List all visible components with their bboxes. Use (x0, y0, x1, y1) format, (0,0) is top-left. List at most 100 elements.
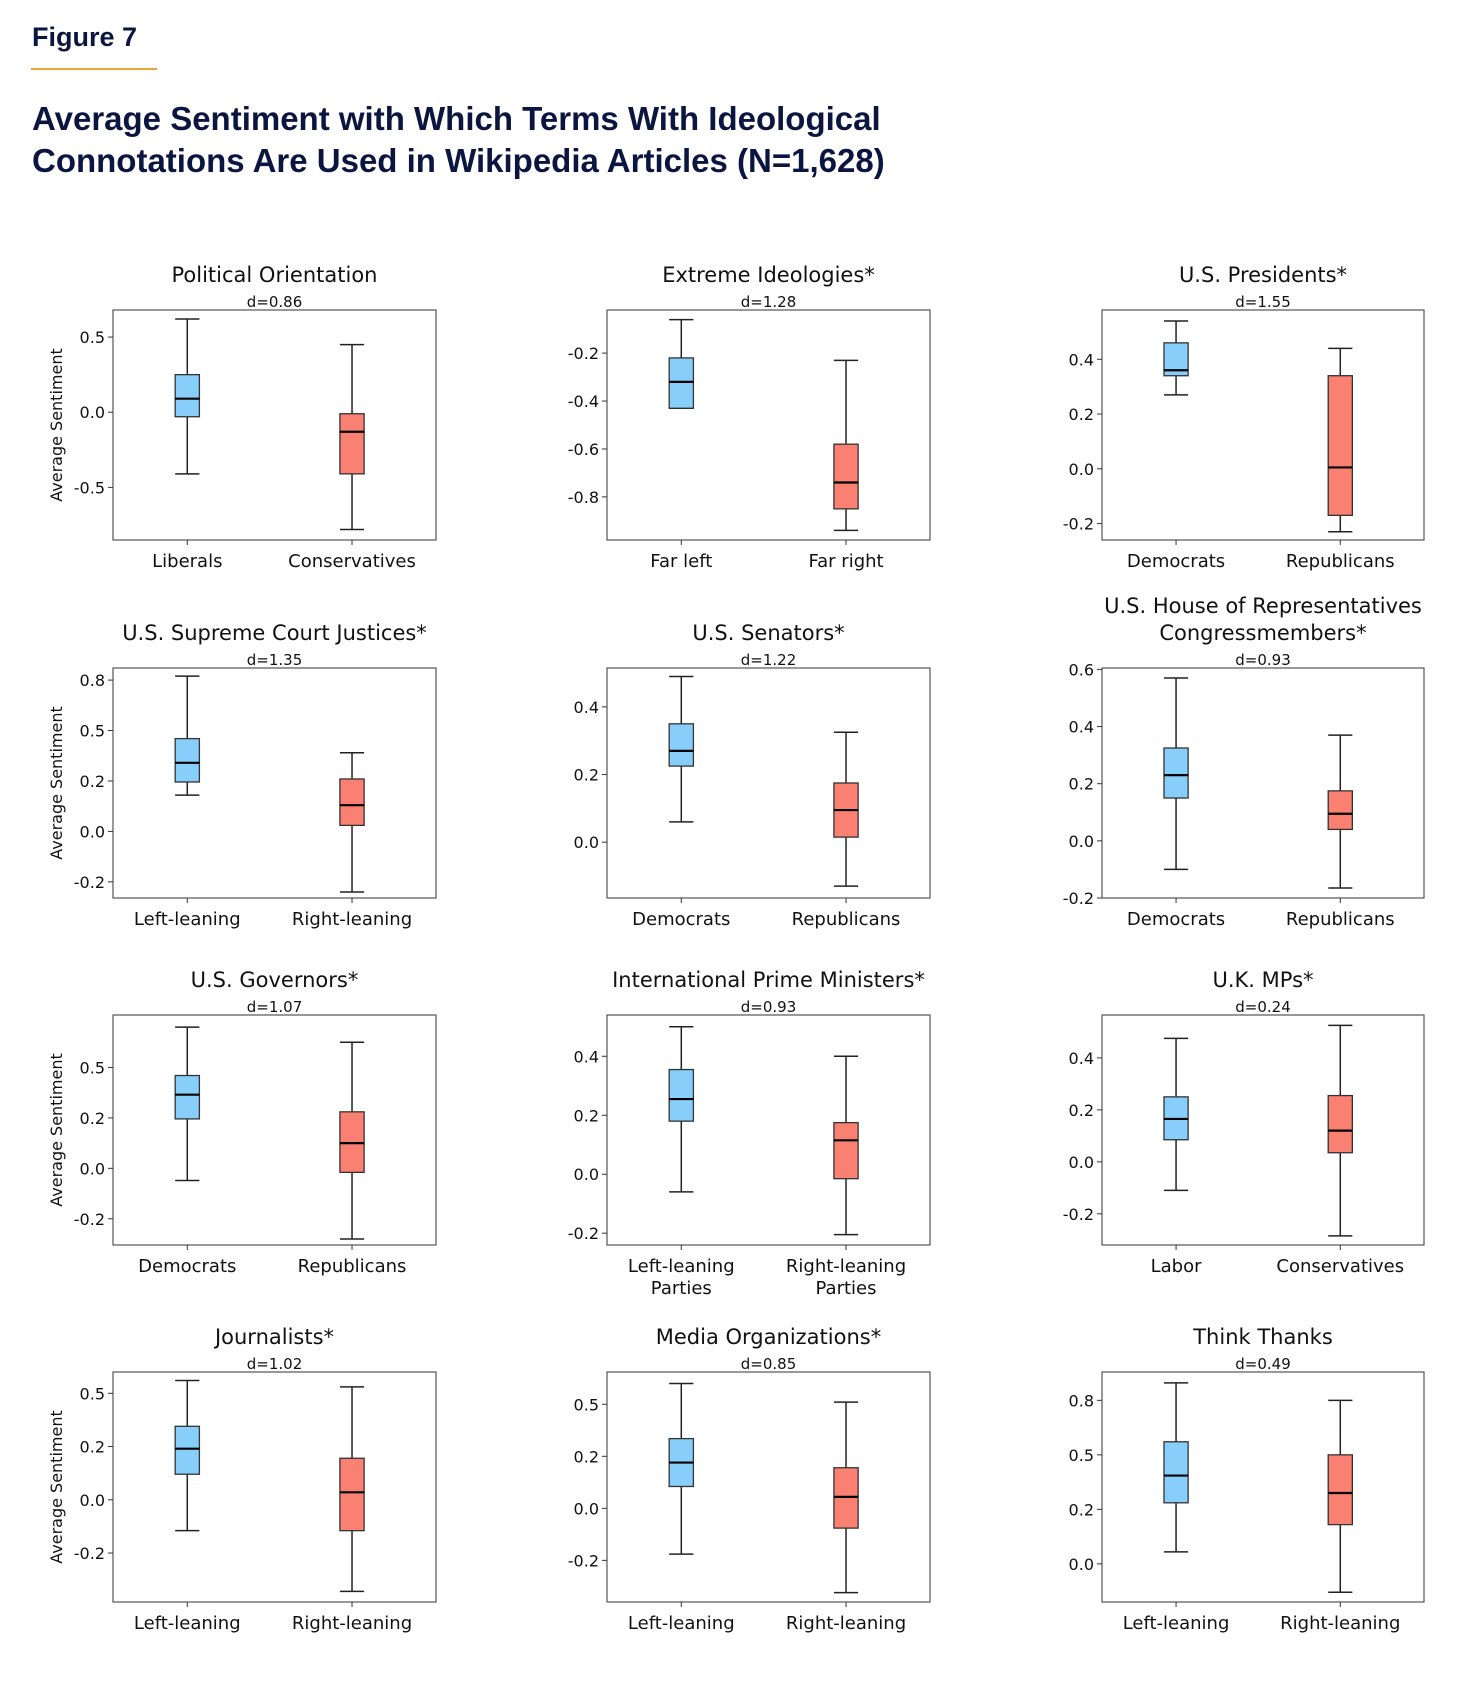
boxplot-panel: U.K. MPs* d=0.24 0.4 0.2 0.0 -0.2 Labor Conserv… (1063, 968, 1425, 1277)
y-tick-label: 0.2 (80, 772, 105, 791)
iqr-box (174, 737, 201, 783)
figure-title-line-1: Average Sentiment with Which Terms With … (32, 100, 881, 137)
iqr-box (1163, 747, 1189, 799)
x-tick-label: Right-leaning (1280, 1613, 1400, 1634)
y-tick-label: 0.5 (80, 1384, 105, 1403)
box-left-group (668, 675, 695, 823)
x-tick-label: Far left (650, 551, 712, 572)
x-tick-label: Left-leaning (134, 1613, 241, 1634)
boxplot-panel: U.S. Supreme Court Justices* d=1.35 0.8 0.5… (47, 621, 437, 930)
iqr-box (339, 413, 365, 475)
y-tick-label: -0.2 (568, 344, 599, 363)
box-left-group (174, 318, 201, 475)
panel-title: Think Thanks (1192, 1325, 1333, 1349)
x-tick-label: Conservatives (1276, 1256, 1404, 1277)
axes-frame (606, 309, 931, 541)
x-tick-label: Left-leaning (628, 1613, 735, 1634)
panel-title: U.S. Governors* (191, 968, 359, 992)
x-tick-label: Right-leaning (786, 1613, 906, 1634)
effect-size-label: d=1.55 (1235, 293, 1291, 311)
effect-size-label: d=0.86 (247, 293, 303, 311)
y-tick-label: 0.0 (1069, 460, 1094, 479)
axes-frame (606, 1371, 931, 1603)
box-left-group (668, 1026, 695, 1193)
y-tick-label: 0.5 (80, 328, 105, 347)
y-tick-label: 0.5 (1069, 1446, 1094, 1465)
box-left-group (174, 675, 201, 796)
x-tick-label: Right-leaning (292, 1613, 412, 1634)
boxplot-panel: Journalists* d=1.02 0.5 0.2 0.0 -0.2 Average S… (47, 1325, 437, 1634)
panel-title: Extreme Ideologies* (662, 263, 875, 287)
iqr-box (1327, 375, 1354, 517)
axes-frame (1101, 667, 1425, 899)
x-tick-label: Left-leaning (134, 909, 241, 930)
y-tick-label: 0.4 (574, 698, 599, 717)
boxplot-panel: U.S. Presidents* d=1.55 0.4 0.2 0.0 -0.2 Democ… (1063, 263, 1425, 572)
x-tick-label: Republicans (792, 909, 901, 930)
box-left-group (1163, 1037, 1189, 1192)
y-tick-label: 0.0 (80, 822, 105, 841)
y-tick-label: 0.2 (574, 766, 599, 785)
box-left-group (668, 318, 695, 409)
figure-label: Figure 7 (32, 22, 138, 52)
x-tick-label: Democrats (138, 1256, 236, 1277)
x-tick-label: Republicans (1286, 909, 1395, 930)
y-tick-label: -0.2 (1063, 515, 1094, 534)
x-tick-label: Parties (651, 1278, 712, 1299)
axes-frame (112, 309, 437, 541)
x-tick-label: Parties (816, 1278, 877, 1299)
iqr-box (174, 1074, 201, 1120)
boxplot-panel: Media Organizations* d=0.85 0.5 0.2 0.0 -0.2 L… (568, 1325, 931, 1634)
y-tick-label: 0.5 (80, 1058, 105, 1077)
iqr-box (1327, 1454, 1354, 1526)
panel-title: U.S. House of Representatives (1104, 594, 1422, 618)
x-tick-label: Far right (808, 551, 883, 572)
y-tick-label: -0.2 (74, 1544, 105, 1563)
box-left-group (1163, 677, 1189, 871)
y-tick-label: 0.0 (80, 403, 105, 422)
x-tick-label: Democrats (1127, 551, 1225, 572)
effect-size-label: d=1.07 (247, 998, 303, 1016)
axes-frame (606, 1014, 931, 1246)
y-tick-label: 0.0 (1069, 832, 1094, 851)
boxplot-panel: U.S. House of Representatives Congressmem… (1063, 594, 1425, 930)
y-tick-label: 0.5 (574, 1395, 599, 1414)
y-tick-label: 0.5 (80, 722, 105, 741)
x-tick-label: Republicans (298, 1256, 407, 1277)
y-tick-label: 0.2 (574, 1106, 599, 1125)
box-left-group (1163, 320, 1189, 396)
figure-title: Average Sentiment with Which Terms With … (32, 98, 1032, 182)
y-tick-label: -0.2 (568, 1224, 599, 1243)
boxplot-panel: U.S. Senators* d=1.22 0.4 0.2 0.0 Democrats Re… (574, 621, 931, 930)
x-tick-label: Right-leaning (292, 909, 412, 930)
boxplot-panel: U.S. Governors* d=1.07 0.5 0.2 0.0 -0.2 Averag… (47, 968, 437, 1277)
panel-title: Congressmembers* (1159, 621, 1366, 645)
x-tick-label: Democrats (632, 909, 730, 930)
y-tick-label: 0.2 (574, 1447, 599, 1466)
y-tick-label: 0.6 (1069, 660, 1094, 679)
box-right-group (833, 359, 859, 532)
iqr-box (833, 443, 859, 510)
effect-size-label: d=0.49 (1235, 1355, 1291, 1373)
y-tick-label: -0.2 (1063, 1205, 1094, 1224)
effect-size-label: d=1.22 (741, 651, 797, 669)
box-right-group (339, 343, 365, 531)
axes-frame (112, 667, 437, 899)
axes-frame (1101, 1014, 1425, 1246)
y-tick-label: 0.0 (574, 833, 599, 852)
y-tick-label: 0.4 (574, 1047, 599, 1066)
y-tick-label: 0.4 (1069, 718, 1094, 737)
panel-title: U.S. Presidents* (1179, 263, 1347, 287)
effect-size-label: d=1.35 (247, 651, 303, 669)
panel-title: U.S. Supreme Court Justices* (122, 621, 427, 645)
y-tick-label: -0.2 (74, 1210, 105, 1229)
panel-title: U.K. MPs* (1212, 968, 1313, 992)
axes-frame (112, 1014, 437, 1246)
box-right-group (1327, 1399, 1354, 1593)
iqr-box (668, 1068, 695, 1122)
boxplot-panel: Political Orientation d=0.86 0.5 0.0 -0.5 Ave… (47, 263, 437, 572)
x-tick-label: Liberals (152, 551, 222, 572)
y-tick-label: 0.2 (1069, 1101, 1094, 1120)
iqr-box (174, 373, 201, 418)
